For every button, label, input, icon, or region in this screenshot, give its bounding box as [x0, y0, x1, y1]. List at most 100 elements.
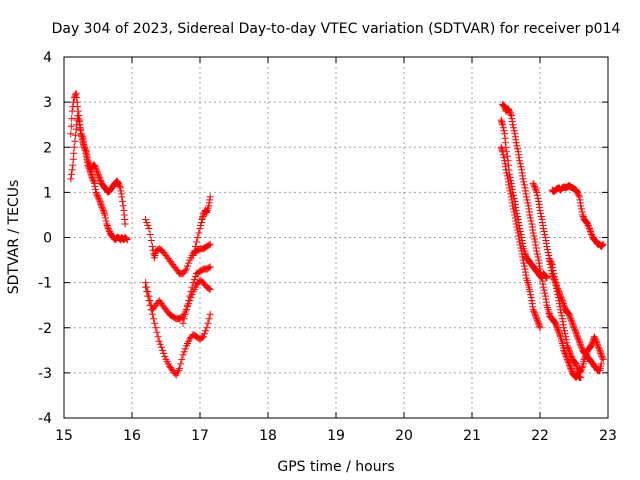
data-point	[142, 215, 150, 223]
data-point	[564, 343, 572, 351]
data-point	[146, 230, 154, 238]
data-point	[104, 224, 112, 232]
data-point	[94, 193, 102, 201]
data-point	[503, 148, 511, 156]
data-point	[190, 276, 198, 284]
data-point	[529, 306, 537, 314]
data-point	[180, 315, 188, 323]
data-point	[184, 262, 192, 270]
data-point	[595, 345, 603, 353]
data-point	[571, 358, 579, 366]
data-point	[118, 193, 126, 201]
data-point	[520, 262, 528, 270]
data-point	[500, 154, 508, 162]
data-point	[196, 224, 204, 232]
data-point	[512, 139, 520, 147]
data-point	[517, 230, 525, 238]
data-point	[530, 232, 538, 240]
x-tick-label: 15	[55, 428, 73, 444]
data-point	[95, 172, 103, 180]
data-point	[580, 355, 588, 363]
data-point	[68, 107, 76, 115]
data-point	[550, 318, 558, 326]
data-point	[546, 256, 554, 264]
data-point	[519, 175, 527, 183]
data-point	[584, 221, 592, 229]
data-point	[533, 188, 541, 196]
data-point	[506, 173, 514, 181]
data-point	[534, 253, 542, 261]
data-point	[144, 221, 152, 229]
data-point	[544, 249, 552, 257]
data-point	[599, 355, 607, 363]
data-point	[500, 127, 508, 135]
data-point	[516, 157, 524, 165]
data-point	[526, 211, 534, 219]
data-point	[599, 240, 607, 248]
data-point	[99, 205, 107, 213]
data-point	[533, 315, 541, 323]
data-point	[531, 182, 539, 190]
data-point	[176, 364, 184, 372]
data-point	[191, 273, 199, 281]
data-point	[70, 149, 78, 157]
series-track-g-17h	[189, 193, 214, 260]
data-point	[548, 259, 556, 267]
data-point	[97, 202, 105, 210]
series-track-e-16h	[142, 283, 214, 379]
data-point	[550, 270, 558, 278]
data-point	[598, 242, 606, 250]
data-point	[78, 133, 86, 141]
data-point	[537, 268, 545, 276]
data-point	[582, 352, 590, 360]
y-tick-label: 2	[43, 140, 52, 156]
data-point	[526, 291, 534, 299]
data-point	[119, 202, 127, 210]
data-point	[189, 279, 197, 287]
data-point	[123, 236, 131, 244]
data-point	[122, 234, 130, 242]
data-point	[587, 342, 595, 350]
data-point	[531, 309, 539, 317]
data-point	[512, 206, 520, 214]
data-point	[67, 122, 75, 130]
data-point	[560, 301, 568, 309]
data-point	[206, 310, 214, 318]
data-point	[157, 343, 165, 351]
data-point	[534, 318, 542, 326]
data-point	[558, 312, 566, 320]
data-point	[155, 337, 163, 345]
data-point	[204, 319, 212, 327]
data-point	[536, 265, 544, 273]
data-point	[514, 145, 522, 153]
data-point	[95, 194, 103, 202]
data-point	[85, 160, 93, 168]
data-point	[567, 316, 575, 324]
data-point	[193, 238, 201, 246]
data-point	[513, 142, 521, 150]
data-point	[123, 235, 131, 243]
data-point	[142, 283, 150, 291]
data-point	[560, 327, 568, 335]
data-point	[530, 181, 538, 189]
data-point	[567, 364, 575, 372]
x-tick-label: 16	[123, 428, 141, 444]
data-point	[72, 91, 80, 99]
data-point	[503, 152, 511, 160]
data-point	[199, 333, 207, 341]
data-point	[591, 334, 599, 342]
data-point	[514, 212, 522, 220]
data-point	[537, 271, 545, 279]
data-point	[565, 345, 573, 353]
series-track-c-16h	[142, 215, 214, 278]
data-point	[533, 191, 541, 199]
data-point	[577, 343, 585, 351]
data-point	[92, 188, 100, 196]
data-point	[90, 178, 98, 186]
data-point	[570, 324, 578, 332]
data-point	[160, 349, 168, 357]
data-point	[181, 267, 189, 275]
data-point	[67, 170, 75, 178]
data-point	[91, 161, 99, 169]
data-point	[206, 263, 214, 271]
